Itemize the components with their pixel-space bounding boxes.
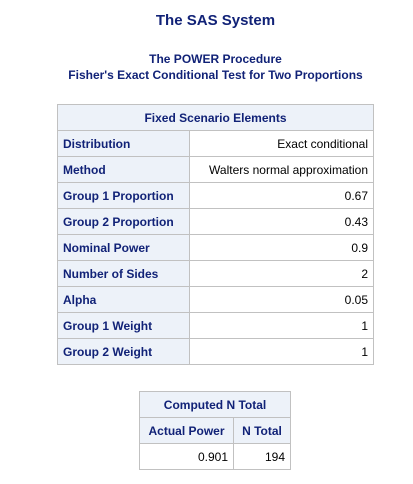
table-row: Alpha 0.05	[57, 286, 374, 313]
cell-n-total: 194	[233, 443, 291, 470]
column-header-actual-power: Actual Power	[139, 417, 234, 444]
table-row: Distribution Exact conditional	[57, 130, 374, 157]
table-caption-row: Computed N Total	[139, 391, 291, 418]
row-value-distribution: Exact conditional	[189, 130, 374, 157]
row-value-group2-weight: 1	[189, 338, 374, 365]
row-label-group1-weight: Group 1 Weight	[57, 312, 190, 339]
table-caption: Fixed Scenario Elements	[57, 104, 374, 131]
row-value-group2-proportion: 0.43	[189, 208, 374, 235]
row-value-group1-proportion: 0.67	[189, 182, 374, 209]
row-value-alpha: 0.05	[189, 286, 374, 313]
row-label-group2-proportion: Group 2 Proportion	[57, 208, 190, 235]
table-caption: Computed N Total	[139, 391, 291, 418]
table-row: Group 1 Weight 1	[57, 312, 374, 339]
row-label-nominal-power: Nominal Power	[57, 234, 190, 261]
computed-n-total-table: Computed N Total Actual Power N Total 0.…	[139, 391, 291, 470]
row-label-alpha: Alpha	[57, 286, 190, 313]
row-value-nominal-power: 0.9	[189, 234, 374, 261]
row-label-number-of-sides: Number of Sides	[57, 260, 190, 287]
column-header-n-total: N Total	[233, 417, 291, 444]
table-row: Nominal Power 0.9	[57, 234, 374, 261]
row-label-distribution: Distribution	[57, 130, 190, 157]
row-label-method: Method	[57, 156, 190, 183]
table-row: Group 2 Proportion 0.43	[57, 208, 374, 235]
row-value-method: Walters normal approximation	[189, 156, 374, 183]
fixed-scenario-elements-table: Fixed Scenario Elements Distribution Exa…	[57, 104, 374, 365]
table-row: 0.901 194	[139, 443, 291, 470]
table-caption-row: Fixed Scenario Elements	[57, 104, 374, 131]
row-label-group2-weight: Group 2 Weight	[57, 338, 190, 365]
cell-actual-power: 0.901	[139, 443, 234, 470]
table-row: Group 1 Proportion 0.67	[57, 182, 374, 209]
row-label-group1-proportion: Group 1 Proportion	[57, 182, 190, 209]
row-value-number-of-sides: 2	[189, 260, 374, 287]
table-row: Number of Sides 2	[57, 260, 374, 287]
table-row: Method Walters normal approximation	[57, 156, 374, 183]
procedure-title: The POWER Procedure	[149, 52, 282, 66]
row-value-group1-weight: 1	[189, 312, 374, 339]
test-title: Fisher's Exact Conditional Test for Two …	[68, 68, 363, 82]
column-header-row: Actual Power N Total	[139, 417, 291, 444]
system-title: The SAS System	[155, 12, 276, 29]
table-row: Group 2 Weight 1	[57, 338, 374, 365]
